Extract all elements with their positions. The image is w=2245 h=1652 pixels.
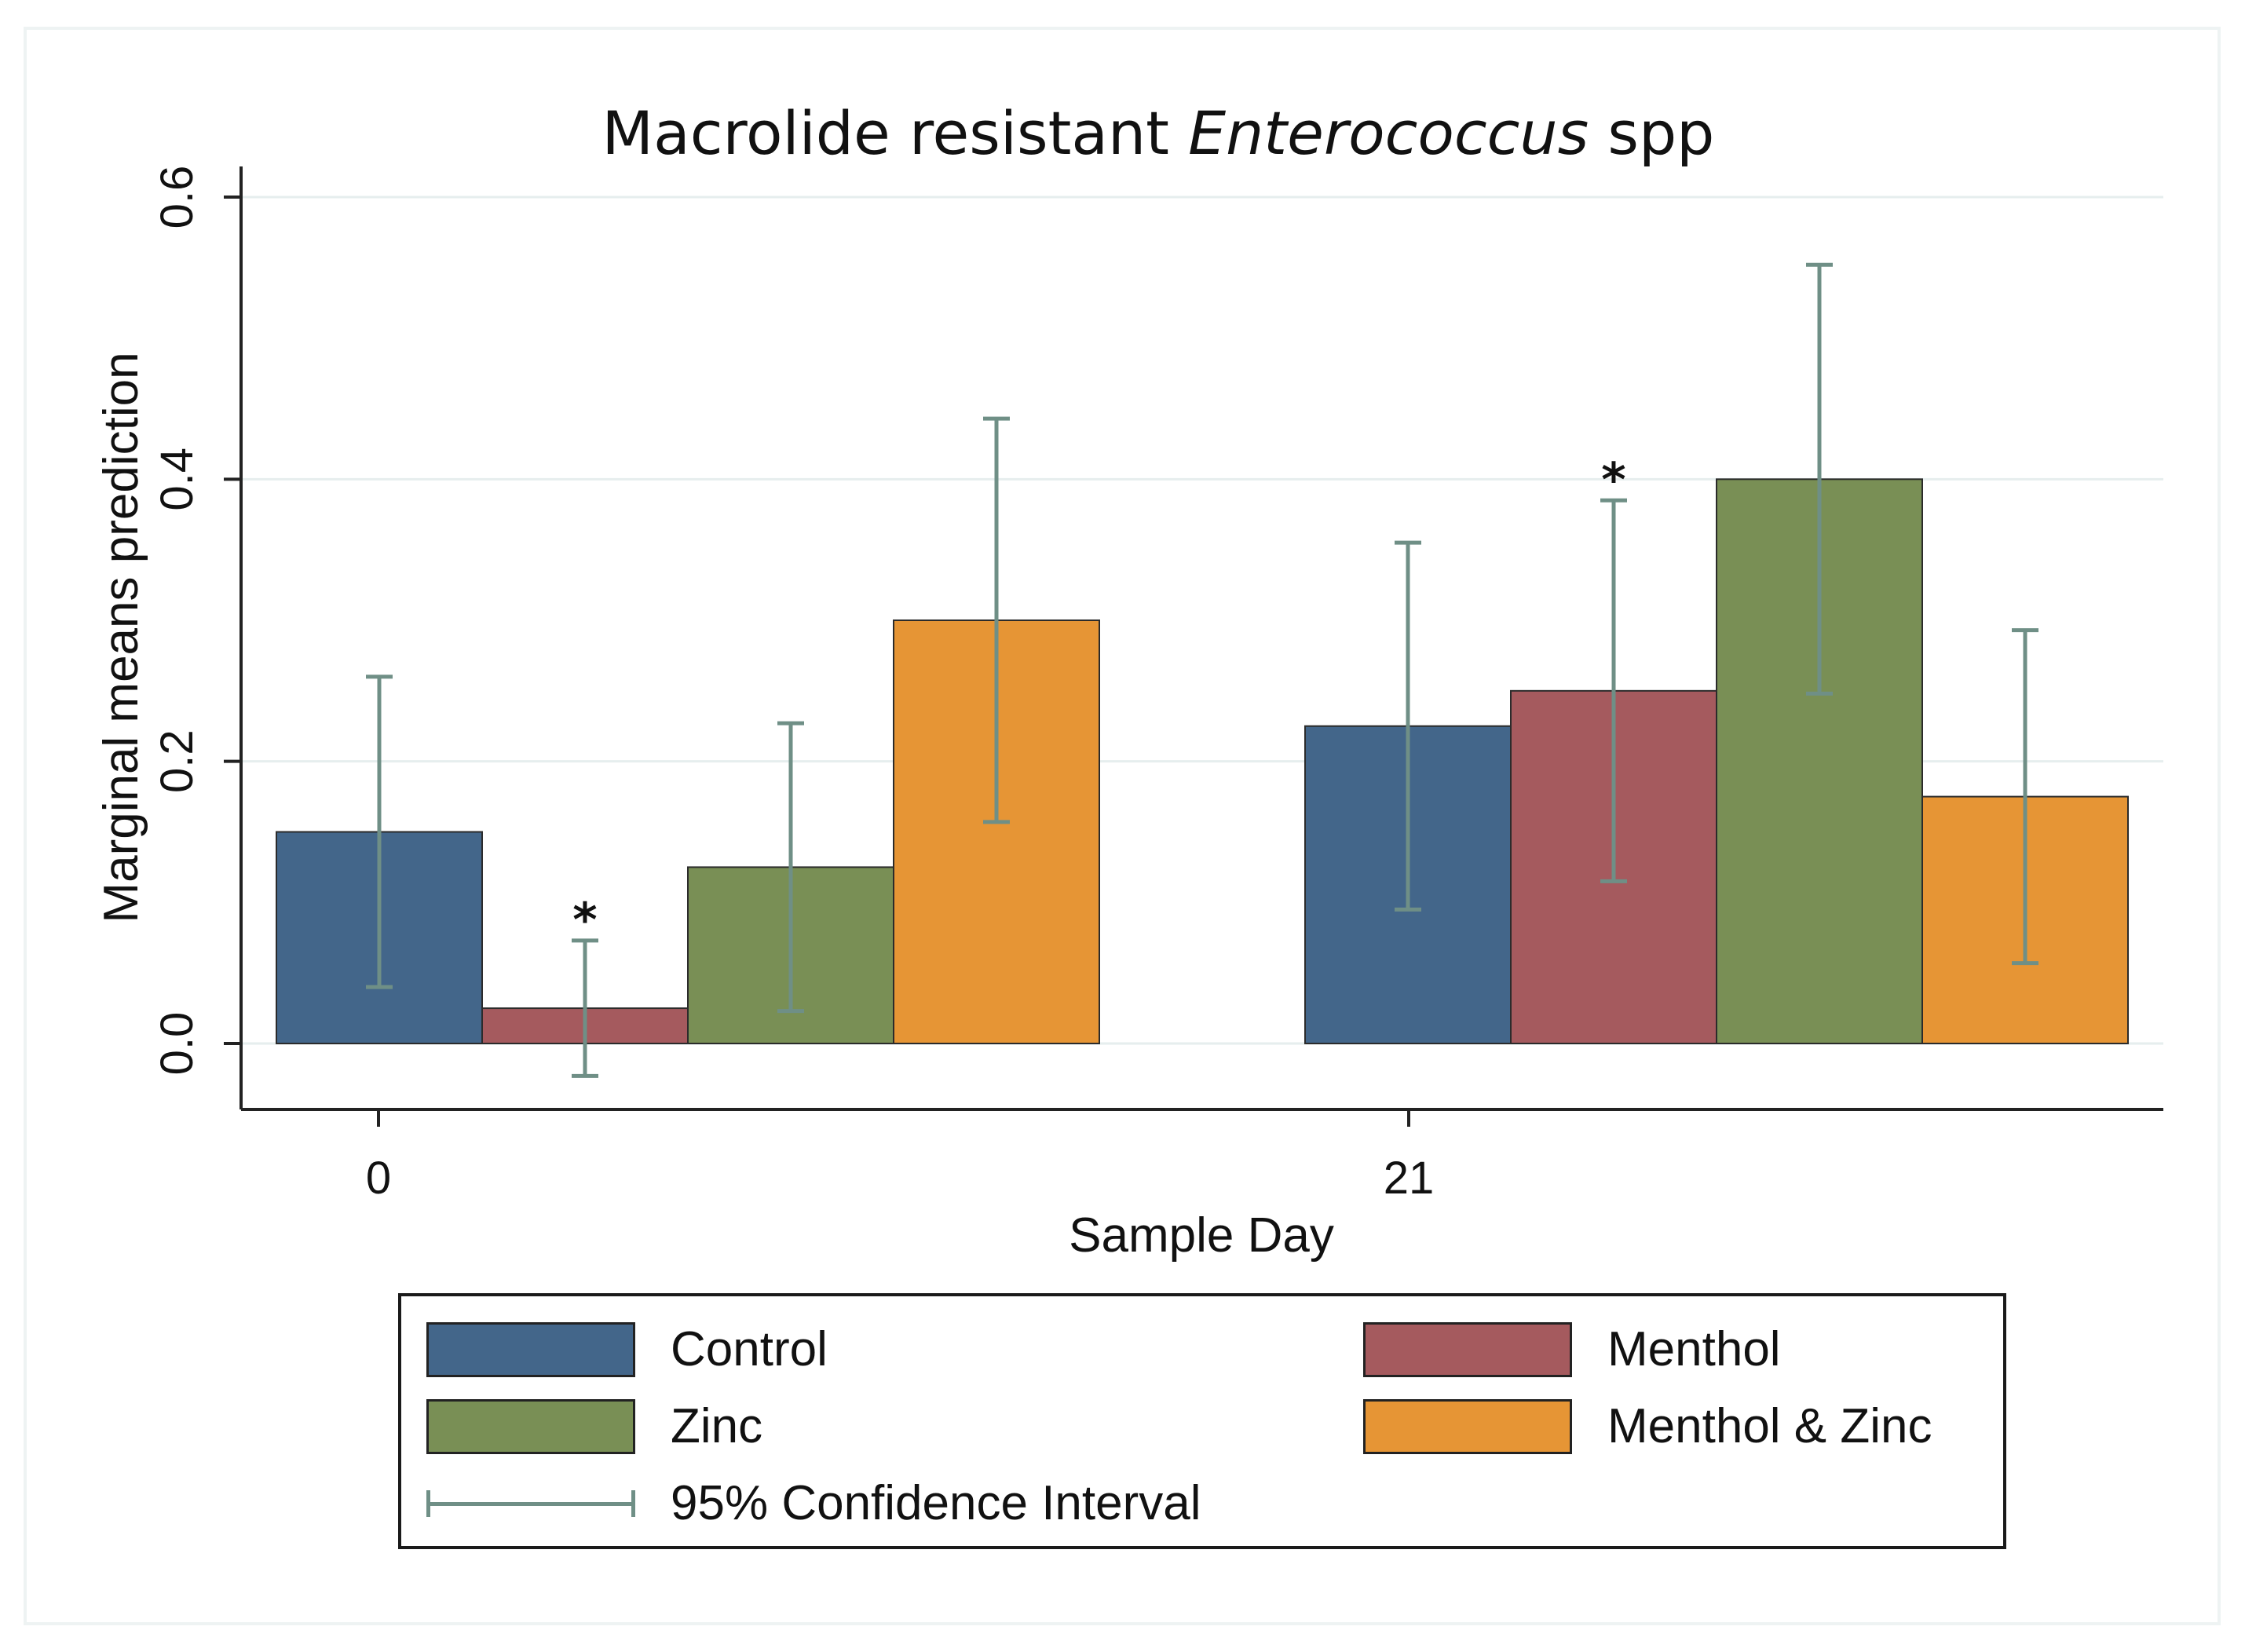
y-tick-label: 0.0 <box>152 1012 203 1076</box>
y-tick-label: 0.4 <box>152 448 203 511</box>
legend-label-control: Control <box>671 1322 828 1376</box>
legend-item-zinc: Zinc <box>426 1398 762 1454</box>
title-prefix: Macrolide resistant <box>602 98 1189 168</box>
legend-swatch-zinc <box>426 1398 635 1454</box>
x-axis-label: Sample Day <box>1069 1208 1334 1263</box>
legend-item-menthol: Menthol <box>1363 1321 1781 1377</box>
title-suffix: spp <box>1589 98 1714 168</box>
legend-label-ci: 95% Confidence Interval <box>671 1476 1201 1530</box>
legend-swatch-menthol-zinc <box>1363 1398 1572 1454</box>
confidence-intervals <box>366 262 2038 1078</box>
legend-label-menthol: Menthol <box>1607 1322 1781 1376</box>
legend-item-ci: 95% Confidence Interval <box>426 1475 1201 1531</box>
legend: Control Menthol Zinc Menthol & Zinc 95% … <box>398 1293 2006 1549</box>
x-tick-label: 0 <box>366 1153 391 1204</box>
chart-title: Macrolide resistant Enterococcus spp <box>602 98 1715 168</box>
x-tick-label: 21 <box>1384 1153 1435 1204</box>
legend-ci-icon <box>426 1476 635 1531</box>
legend-label-menthol-zinc: Menthol & Zinc <box>1607 1399 1932 1453</box>
title-italic: Enterococcus <box>1188 98 1589 168</box>
axes: 0.0 0.2 0.4 0.6 0 21 <box>152 166 2163 1204</box>
legend-item-menthol-zinc: Menthol & Zinc <box>1363 1398 1932 1454</box>
y-tick-label: 0.6 <box>152 166 203 229</box>
legend-swatch-menthol <box>1363 1321 1572 1377</box>
chart-frame <box>24 27 2221 1625</box>
y-tick-label: 0.2 <box>152 729 203 793</box>
significance-star: * <box>572 893 597 948</box>
significance-star: * <box>1601 452 1625 507</box>
legend-swatch-control <box>426 1321 635 1377</box>
y-axis-label: Marginal means prediction <box>94 352 148 923</box>
legend-item-control: Control <box>426 1321 828 1377</box>
significance-stars: ** <box>572 452 1625 948</box>
legend-label-zinc: Zinc <box>671 1399 763 1453</box>
